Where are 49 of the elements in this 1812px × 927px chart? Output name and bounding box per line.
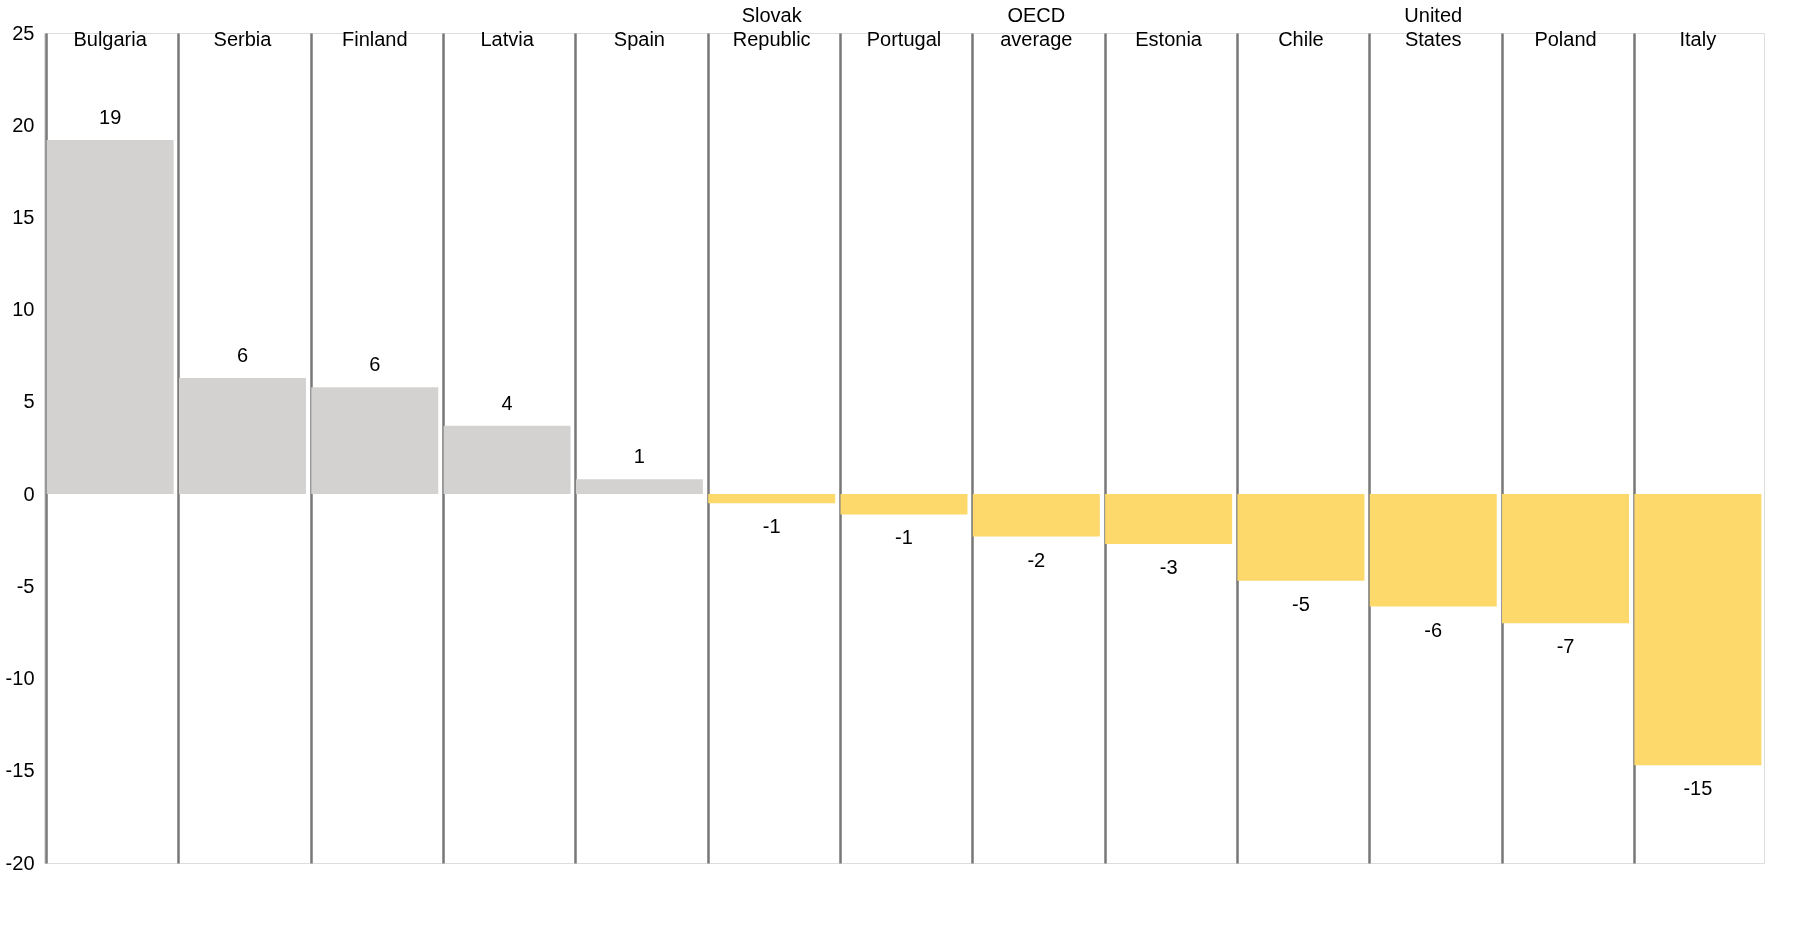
y-tick-label: 0	[23, 482, 35, 505]
y-tick-label: -20	[5, 851, 35, 874]
x-tick-label: Latvia	[480, 27, 535, 50]
y-tick-label: 15	[12, 205, 35, 228]
y-tick-label: 20	[12, 113, 35, 136]
x-tick-label: Poland	[1534, 27, 1597, 50]
x-tick-label: United States	[1404, 3, 1463, 50]
bar	[1369, 494, 1497, 607]
data-label: -7	[1556, 635, 1575, 658]
bar	[1237, 494, 1365, 581]
x-tick-label: Bulgaria	[73, 27, 148, 50]
y-tick-label: -15	[5, 759, 35, 782]
y-tick-label: -5	[16, 574, 35, 597]
x-tick-label: Slovak Republic	[732, 3, 811, 50]
data-label: 6	[236, 343, 249, 366]
data-label: -1	[895, 526, 913, 549]
data-label: 4	[501, 391, 513, 414]
data-label: 6	[369, 353, 381, 376]
bar	[443, 425, 571, 495]
y-tick-label: -10	[5, 667, 35, 690]
data-label: -6	[1424, 618, 1443, 641]
data-label: -15	[1683, 777, 1713, 800]
data-label: -3	[1159, 555, 1178, 578]
data-label: -2	[1027, 548, 1046, 571]
y-tick-label: 10	[12, 298, 35, 321]
x-tick-label: Estonia	[1135, 27, 1203, 50]
bar	[178, 377, 306, 495]
x-tick-label: Chile	[1278, 27, 1324, 50]
y-tick-label: 25	[12, 21, 35, 44]
x-tick-label: Portugal	[866, 27, 942, 50]
data-label: -1	[762, 515, 781, 538]
bar	[1105, 494, 1233, 544]
bar	[46, 139, 174, 495]
data-label: 19	[99, 105, 122, 128]
bar	[311, 387, 439, 495]
x-tick-label: Spain	[613, 27, 665, 50]
x-tick-label: OECD average	[1000, 3, 1073, 50]
bar	[1502, 494, 1630, 624]
bar	[972, 494, 1100, 537]
bar	[708, 494, 836, 504]
bar	[575, 479, 703, 495]
y-tick-label: 5	[23, 390, 35, 413]
bar	[1634, 494, 1762, 766]
data-label: -5	[1292, 592, 1310, 615]
x-tick-label: Finland	[341, 27, 408, 50]
data-label: 1	[633, 445, 645, 468]
x-tick-label: Italy	[1679, 27, 1717, 50]
x-tick-label: Serbia	[213, 27, 273, 50]
bar	[840, 494, 968, 515]
